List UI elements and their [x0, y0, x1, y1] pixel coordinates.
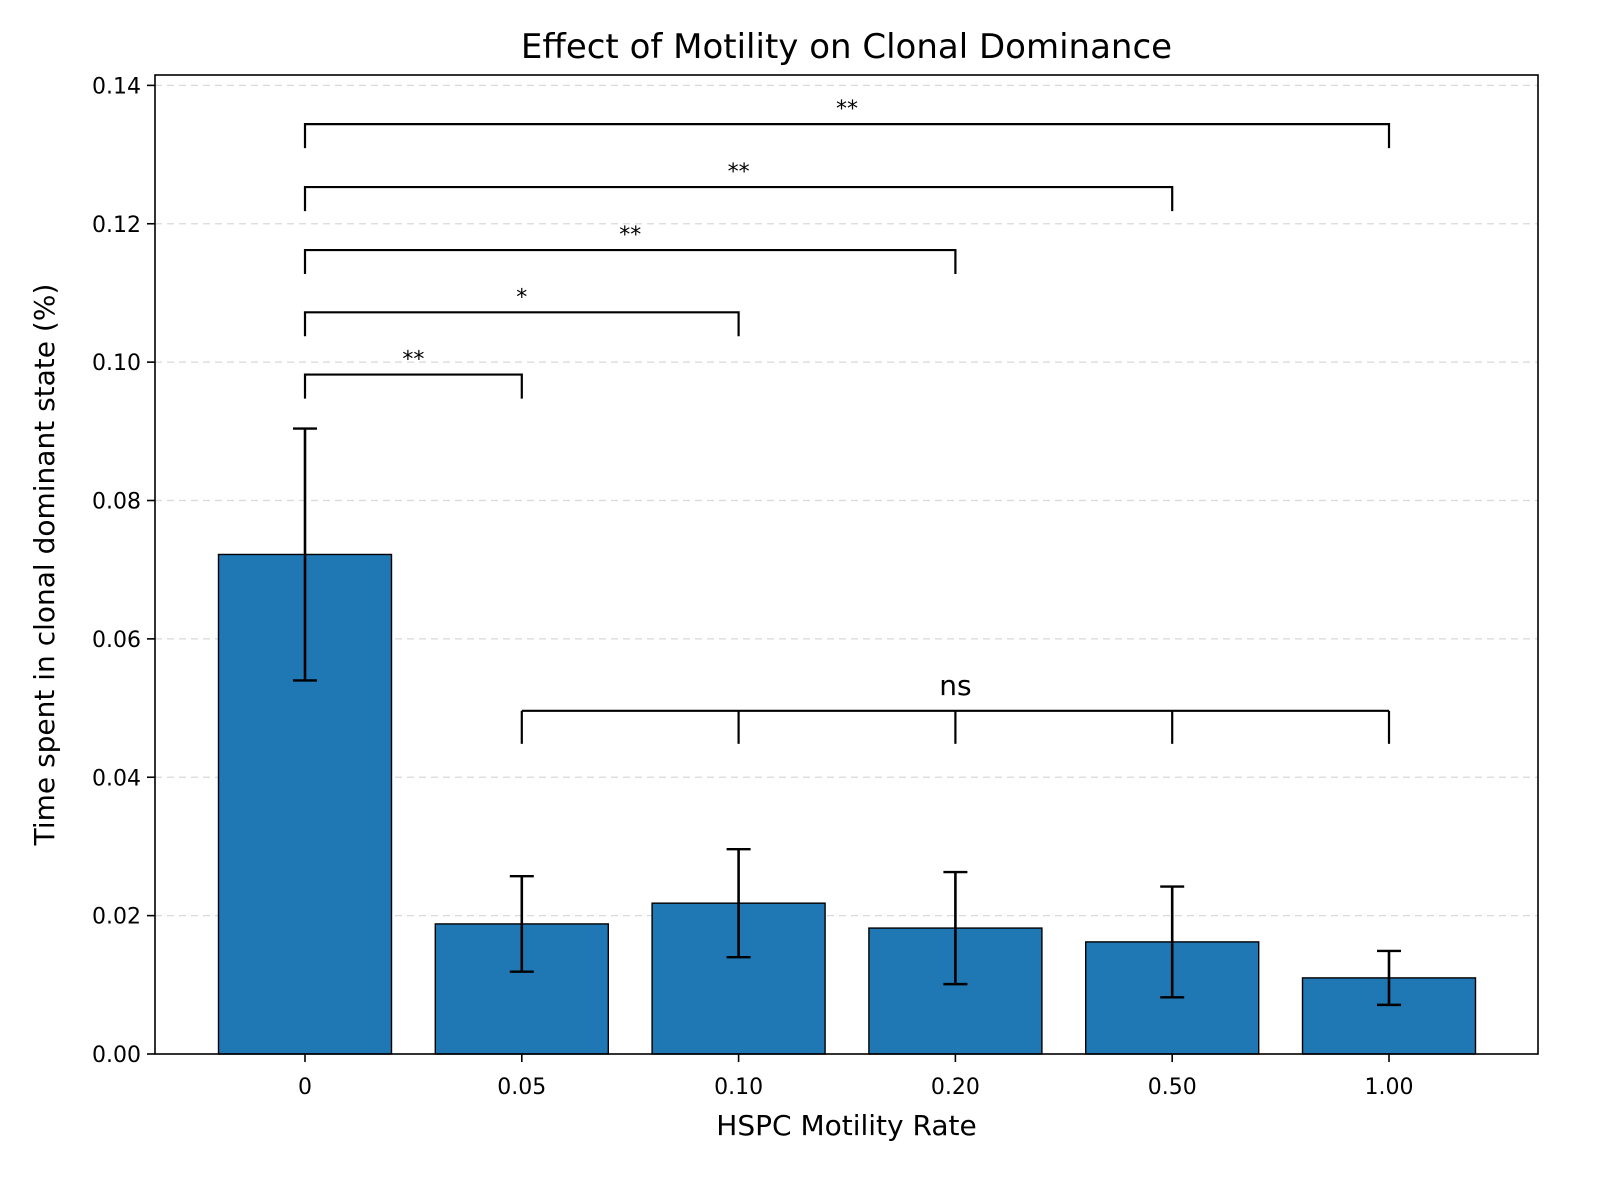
y-tick-label: 0.14: [92, 74, 141, 99]
significance-label: **: [728, 160, 750, 185]
significance-bracket: [303, 185, 1174, 212]
x-tick-label: 0.20: [931, 1075, 980, 1100]
significance-bracket: [303, 248, 957, 275]
x-tick-label: 0: [298, 1075, 312, 1100]
y-tick-label: 0.02: [92, 905, 141, 930]
plot-frame: [154, 74, 1539, 1055]
significance-bracket: [303, 123, 1391, 149]
x-tick-label: 0.05: [497, 1075, 546, 1100]
ns-label: ns: [939, 669, 971, 702]
significance-bracket: [303, 311, 740, 337]
y-tick-label: 0.04: [92, 766, 141, 791]
y-tick-label: 0.10: [92, 351, 141, 376]
significance-label: **: [402, 348, 424, 373]
y-tick-label: 0.12: [92, 213, 141, 238]
significance-label: *: [516, 285, 527, 310]
y-axis-label: Time spent in clonal dominant state (%): [28, 284, 61, 847]
y-tick-label: 0.00: [92, 1043, 141, 1068]
y-tick-label: 0.08: [92, 490, 141, 515]
x-tick-label: 1.00: [1365, 1075, 1414, 1100]
error-bar-layer: [293, 427, 1401, 1007]
significance-bracket: [303, 373, 523, 399]
chart-title: Effect of Motility on Clonal Dominance: [521, 27, 1172, 67]
axis-layer: 0.00 0.02 0.04 0.06 0.08 0.10 0.12 0.14 0 0.05 0.1…: [92, 74, 1413, 1100]
x-axis-label: HSPC Motility Rate: [716, 1109, 976, 1142]
bar-layer: [217, 553, 1477, 1055]
significance-label: **: [836, 97, 858, 122]
significance-label: **: [619, 223, 641, 248]
significance-layer: *********ns: [303, 97, 1391, 744]
x-tick-label: 0.50: [1148, 1075, 1197, 1100]
y-tick-label: 0.06: [92, 628, 141, 653]
x-tick-label: 0.10: [714, 1075, 763, 1100]
